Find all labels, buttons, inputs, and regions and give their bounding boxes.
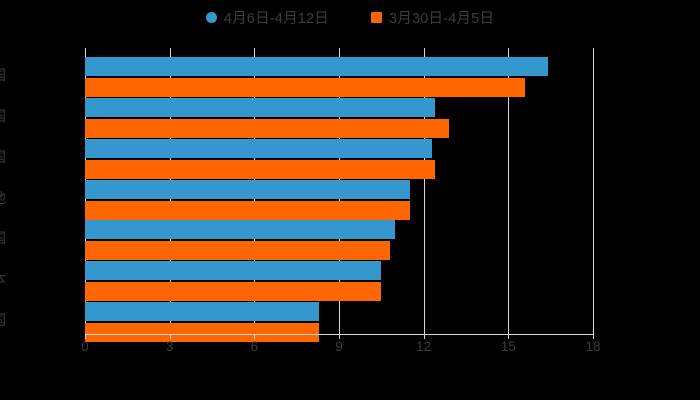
gridline <box>423 48 425 334</box>
y-axis-category-label: 韩国 <box>0 228 6 248</box>
legend-label-series-a: 4月6日-4月12日 <box>223 11 329 27</box>
x-axis-tick-label: 15 <box>500 339 516 354</box>
x-axis-tick-label: 0 <box>81 339 89 354</box>
gridline <box>508 48 510 334</box>
bar-series-a[interactable] <box>85 220 396 240</box>
bar-group <box>85 138 593 179</box>
bar-group <box>85 57 593 97</box>
bar-series-b[interactable] <box>85 200 410 220</box>
y-axis-category-label: 其他 <box>0 188 6 208</box>
bar-series-b[interactable] <box>85 241 390 261</box>
bar-series-b[interactable] <box>85 159 435 179</box>
bar-series-a[interactable] <box>85 261 382 281</box>
bar-series-b[interactable] <box>85 282 382 302</box>
bar-series-a[interactable] <box>85 57 548 76</box>
bar-group <box>85 302 593 343</box>
x-axis-tick-mark <box>85 334 86 339</box>
legend-circle-marker-icon <box>205 12 217 23</box>
legend-item-series-b[interactable]: 3月30日-4月5日 <box>371 7 494 28</box>
bar-series-a[interactable] <box>85 138 433 158</box>
x-axis-tick-mark <box>339 334 340 339</box>
x-axis-tick-label: 12 <box>416 339 432 354</box>
legend-label-series-b: 3月30日-4月5日 <box>389 11 495 27</box>
x-axis-tick-mark <box>593 334 594 339</box>
x-axis-tick-label: 3 <box>165 339 174 354</box>
bar-group <box>85 97 593 138</box>
legend-item-series-a[interactable]: 4月6日-4月12日 <box>205 7 329 28</box>
bar-series-b[interactable] <box>85 118 450 138</box>
bar-series-b[interactable] <box>85 323 320 343</box>
gridline <box>593 48 594 334</box>
bar-series-a[interactable] <box>85 179 410 199</box>
x-axis-tick-label: 6 <box>250 339 259 354</box>
x-axis-tick-mark <box>169 334 171 339</box>
x-axis-tick-label: 18 <box>585 339 601 354</box>
bar-group <box>85 179 593 220</box>
x-axis-tick-mark <box>423 334 425 339</box>
y-axis-category-label: 美国 <box>0 65 6 85</box>
bar-group <box>85 220 593 261</box>
x-axis-tick-mark <box>254 334 256 339</box>
x-axis-tick-label: 9 <box>335 339 343 354</box>
y-axis-category-label: 中国 <box>0 147 6 167</box>
bar-series-a[interactable] <box>85 97 435 117</box>
plot-area <box>85 48 594 343</box>
bar-series-a[interactable] <box>85 302 320 322</box>
y-axis-category-label: 德国 <box>0 106 6 126</box>
y-axis-category-label: 英国 <box>0 310 6 330</box>
y-axis-category-label: 日本 <box>0 269 6 289</box>
bar-series-b[interactable] <box>85 78 526 97</box>
bar-group <box>85 261 593 302</box>
legend-square-marker-icon <box>371 12 382 23</box>
x-axis-tick-mark <box>508 334 510 339</box>
chart-legend: 4月6日-4月12日 3月30日-4月5日 <box>0 7 700 28</box>
